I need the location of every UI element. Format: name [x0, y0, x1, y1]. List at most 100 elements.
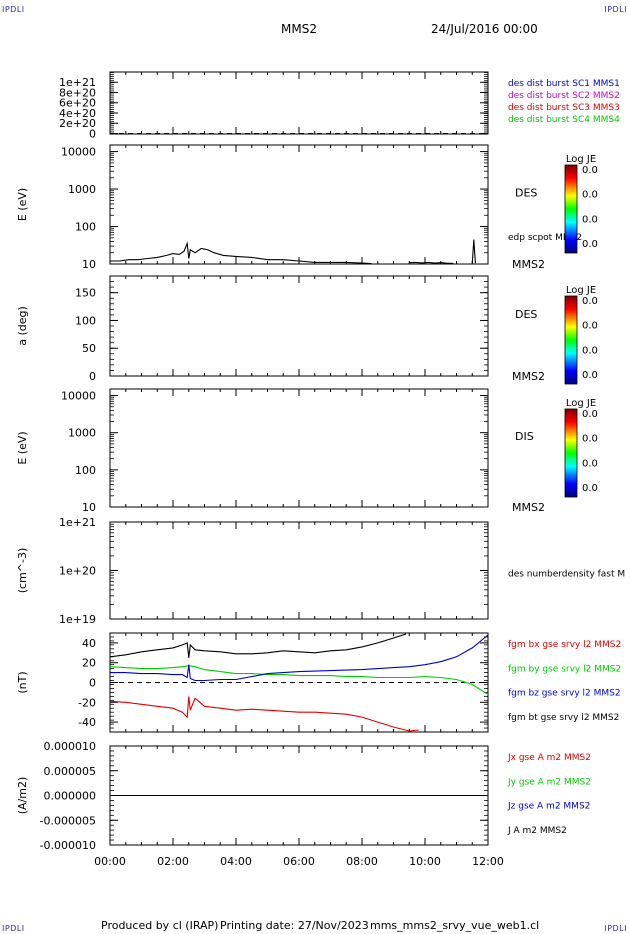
- y-tick-label: 10000: [61, 146, 96, 159]
- colorbar-label: 0.0: [582, 434, 598, 445]
- series-line: [109, 665, 489, 695]
- y-tick-label: -20: [78, 696, 96, 709]
- y-tick-label: 20: [82, 657, 96, 670]
- x-tick-label: 06:00: [283, 855, 315, 868]
- y-tick-label: 0.000005: [44, 765, 97, 778]
- legend-entry: Jx gse A m2 MMS2: [507, 753, 591, 763]
- colorbar: [564, 164, 578, 254]
- corner-logo-top-left: IPDLI: [2, 5, 25, 14]
- y-tick-label: 2e+20: [59, 117, 96, 130]
- colorbar-label: 0.0: [582, 409, 598, 420]
- spacecraft-label: MMS2: [512, 370, 545, 383]
- panel-frame: [109, 275, 489, 377]
- series-line: [110, 634, 489, 682]
- spacecraft-label: MMS2: [512, 258, 545, 271]
- series-line: [109, 696, 419, 732]
- series-line: [109, 633, 407, 658]
- colorbar-title: Log JE: [566, 285, 596, 296]
- y-tick-label: 1e+21: [59, 76, 96, 89]
- colorbar-title: Log JE: [566, 154, 596, 165]
- corner-logo-bottom-left: IPDLI: [2, 924, 25, 933]
- y-tick-label: 0: [89, 127, 96, 140]
- x-tick-label: 10:00: [409, 855, 441, 868]
- colorbar-label: 0.0: [582, 165, 598, 176]
- panel-p2: 10 100 1000 10000 E (eV) DES edp scpot MMS2 MMS…: [16, 144, 598, 271]
- legend-entry: fgm bx gse srvy l2 MMS2: [508, 640, 621, 650]
- legend-entry: fgm bt gse srvy l2 MMS2: [508, 713, 619, 723]
- x-tick-label: 12:00: [472, 855, 504, 868]
- y-tick-label: -40: [78, 716, 96, 729]
- y-tick-label: 100: [75, 221, 96, 234]
- y-tick-label: 8e+20: [59, 86, 96, 99]
- panel-frame: [109, 144, 489, 265]
- right-label: des numberdensity fast M: [508, 570, 625, 580]
- footer-printing-date: Printing date: 27/Nov/2023: [220, 919, 369, 932]
- colorbar-label: 0.0: [582, 190, 598, 201]
- panel-p6: -40 -20 0 20 40 (nT) fgm bx gse srvy l2 MMS2 fg…: [16, 632, 621, 733]
- spacecraft-label: MMS2: [512, 501, 545, 514]
- y-tick-label: 40: [82, 637, 96, 650]
- colorbar-label: 0.0: [582, 345, 598, 356]
- y-axis-label: E (eV): [16, 188, 29, 221]
- y-tick-label: 0: [89, 677, 96, 690]
- y-tick-label: 10: [82, 501, 96, 514]
- y-tick-label: 100: [75, 464, 96, 477]
- y-tick-label: 0: [89, 370, 96, 383]
- y-axis-label: (cm^-3): [16, 548, 29, 594]
- y-tick-label: 1e+20: [59, 565, 96, 578]
- y-tick-label: 100: [75, 314, 96, 327]
- x-tick-label: 00:00: [94, 855, 126, 868]
- y-tick-label: 50: [82, 342, 96, 355]
- colorbar-label: 0.0: [582, 214, 598, 225]
- legend-entry: des dist burst SC2 MMS2: [508, 91, 620, 101]
- y-tick-label: 10: [82, 258, 96, 271]
- series-line: [471, 239, 476, 264]
- legend-entry: fgm by gse srvy l2 MMS2: [508, 664, 621, 674]
- y-axis-label: (A/m2): [16, 777, 29, 815]
- y-axis-label: a (deg): [16, 306, 29, 346]
- right-label: DIS: [515, 430, 534, 443]
- series-line: [110, 241, 372, 265]
- date-title: 24/Jul/2016 00:00: [431, 22, 538, 36]
- x-tick-label: 04:00: [220, 855, 252, 868]
- colorbar: [564, 295, 578, 385]
- panel-p5: 1e+19 1e+20 1e+21 (cm^-3) des numberdensity …: [16, 516, 625, 626]
- y-tick-label: -0.000010: [40, 839, 96, 852]
- colorbar: [564, 408, 578, 498]
- legend-entry: J A m2 MMS2: [507, 826, 567, 836]
- series-line: [409, 261, 454, 264]
- legend-entry: des dist burst SC4 MMS4: [508, 115, 620, 125]
- colorbar-label: 0.0: [582, 321, 598, 332]
- y-tick-label: 1000: [68, 183, 96, 196]
- y-tick-label: 0.000010: [44, 740, 97, 753]
- colorbar-label: 0.0: [582, 483, 598, 494]
- y-tick-label: 10000: [61, 390, 96, 403]
- y-tick-label: 1000: [68, 427, 96, 440]
- colorbar-title: Log JE: [566, 398, 596, 409]
- right-label: DES: [515, 187, 537, 200]
- y-axis-label: (nT): [16, 671, 29, 693]
- colorbar-label: 0.0: [582, 458, 598, 469]
- y-tick-label: 6e+20: [59, 97, 96, 110]
- spacecraft-title: MMS2: [281, 22, 317, 36]
- y-tick-label: 150: [75, 287, 96, 300]
- y-axis-label: E (eV): [16, 431, 29, 464]
- y-tick-label: 4e+20: [59, 107, 96, 120]
- y-tick-label: 1e+19: [59, 613, 96, 626]
- series-label: edp scpot MMS2: [508, 233, 582, 243]
- colorbar-label: 0.0: [582, 370, 598, 381]
- corner-logo-bottom-right: IPDLI: [604, 924, 627, 933]
- panel-frame: [109, 388, 489, 508]
- legend-entry: des dist burst SC1 MMS1: [508, 79, 620, 89]
- footer-produced-by: Produced by cl (IRAP): [101, 919, 219, 932]
- panel-p7: -0.000010 -0.000005 0.000000 0.000005 0.0000…: [16, 740, 591, 852]
- legend-entry: fgm bz gse srvy l2 MMS2: [508, 689, 621, 699]
- legend-entry: des dist burst SC3 MMS3: [508, 103, 620, 113]
- panel-frame: [109, 521, 489, 620]
- colorbar-label: 0.0: [582, 239, 598, 250]
- colorbar-label: 0.0: [582, 296, 598, 307]
- footer-script-name: mms_mms2_srvy_vue_web1.cl: [370, 919, 540, 932]
